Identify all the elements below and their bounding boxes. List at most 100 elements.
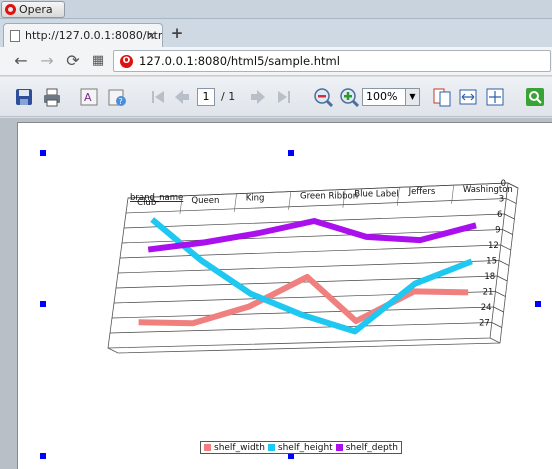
grid-line-depth	[498, 260, 510, 266]
y-tick-label: 12	[488, 241, 499, 251]
grid-line-depth	[506, 198, 517, 204]
page-total: / 1	[221, 90, 235, 103]
legend-label-shelf-width: shelf_width	[214, 442, 265, 453]
grid-line-depth	[497, 275, 508, 282]
new-tab-button[interactable]: +	[170, 24, 184, 42]
zoom-out-icon[interactable]	[313, 87, 333, 107]
selection-handle[interactable]	[535, 301, 541, 307]
grid-line	[121, 229, 503, 244]
category-label: Washington	[463, 185, 513, 195]
page-number-input[interactable]: 1	[197, 88, 215, 106]
grid-line-depth	[504, 213, 515, 220]
x-axis-title: brand_name	[130, 193, 183, 203]
category-label: Green Ribbon	[300, 192, 358, 202]
svg-text:A: A	[84, 91, 92, 104]
legend-swatch-shelf-height	[267, 444, 275, 451]
legend-label-shelf-height: shelf_height	[277, 442, 333, 453]
fit-width-icon[interactable]	[458, 87, 478, 107]
legend-label-shelf-depth: shelf_depth	[345, 442, 398, 453]
search-icon[interactable]	[525, 87, 545, 107]
report-page: Club Queen King Green Ribbon Blue Label Jeffe…	[17, 122, 552, 469]
report-viewer-area[interactable]: Club Queen King Green Ribbon Blue Label Jeffe…	[0, 118, 552, 469]
report-viewer-toolbar: A ? 1 / 1 100% ▼	[0, 77, 552, 117]
category-divider	[451, 185, 455, 204]
previous-page-icon[interactable]	[172, 87, 192, 107]
selection-handle[interactable]	[288, 453, 294, 459]
first-page-icon[interactable]	[148, 87, 168, 107]
grid-line	[125, 198, 507, 214]
forward-button[interactable]: →	[40, 51, 54, 70]
fit-page-icon[interactable]	[485, 87, 505, 107]
selection-handle[interactable]	[40, 301, 46, 307]
opera-menu-button[interactable]: Opera	[1, 1, 65, 18]
chart-depth-edge	[489, 337, 501, 344]
grid-line	[119, 244, 501, 259]
selection-handle[interactable]	[288, 150, 294, 156]
grid-line-depth	[495, 291, 506, 297]
address-bar[interactable]: O 127.0.0.1:8080/html5/sample.html	[113, 50, 551, 72]
single-page-icon[interactable]	[432, 87, 452, 107]
zoom-select[interactable]: 100% ▼	[362, 88, 420, 106]
grid-line	[117, 260, 500, 274]
tab-title: http://127.0.0.1:8080/htm	[25, 29, 163, 42]
text-icon[interactable]: A	[79, 87, 99, 107]
legend-swatch-shelf-depth	[335, 444, 343, 451]
page-total-value: 1	[228, 90, 236, 103]
grid-line	[109, 322, 492, 334]
chart-legend: shelf_width shelf_height shelf_depth	[200, 441, 402, 454]
category-divider	[233, 193, 237, 212]
grid-line	[127, 182, 509, 199]
properties-icon[interactable]: ?	[107, 87, 127, 107]
category-label: Queen	[191, 196, 219, 206]
category-divider	[342, 189, 346, 208]
legend-swatch-shelf-width	[204, 444, 211, 451]
address-text: 127.0.0.1:8080/html5/sample.html	[139, 54, 340, 68]
grid-line-depth	[493, 306, 504, 313]
last-page-icon[interactable]	[274, 87, 294, 107]
y-tick-label: 24	[481, 303, 492, 313]
reload-button[interactable]: ⟳	[66, 51, 80, 70]
category-divider	[505, 182, 509, 202]
opera-menu-label: Opera	[19, 3, 53, 16]
y-tick-label: 9	[495, 226, 500, 236]
save-icon[interactable]	[14, 87, 34, 107]
grid-line-depth	[500, 244, 511, 251]
selection-handle[interactable]	[40, 453, 46, 459]
page-icon	[10, 29, 20, 42]
navigation-bar: ← → ⟳ ▦ O 127.0.0.1:8080/html5/sample.ht…	[0, 47, 552, 76]
grid-line-depth	[502, 229, 513, 235]
series-line-shelf-height	[150, 217, 473, 335]
y-tick-label: 3	[499, 195, 504, 205]
category-divider	[179, 195, 183, 214]
y-tick-label: 21	[483, 288, 494, 298]
y-tick-label: 0	[501, 179, 506, 189]
page-separator: /	[221, 90, 225, 103]
category-label: Club	[137, 198, 156, 208]
y-tick-label: 27	[479, 319, 490, 329]
category-divider	[288, 191, 292, 210]
series-line-shelf-depth	[147, 218, 477, 253]
grid-line-depth	[507, 182, 519, 189]
selection-handle[interactable]	[40, 150, 46, 156]
zoom-in-icon[interactable]	[339, 87, 359, 107]
category-label: King	[246, 194, 265, 204]
back-button[interactable]: ←	[14, 51, 28, 70]
tab-bar: http://127.0.0.1:8080/htm × +	[0, 19, 552, 47]
speed-dial-button[interactable]: ▦	[91, 53, 105, 68]
chart-series	[138, 217, 477, 335]
tab-sample-page[interactable]: http://127.0.0.1:8080/htm ×	[3, 23, 163, 47]
close-tab-icon[interactable]: ×	[146, 29, 156, 42]
svg-text:?: ?	[119, 97, 123, 106]
grid-line-depth	[491, 322, 502, 328]
category-label: Jeffers	[408, 187, 436, 197]
category-divider	[396, 187, 400, 206]
category-label: Blue Label	[354, 189, 398, 199]
window-titlebar: Opera	[0, 0, 552, 19]
print-icon[interactable]	[42, 87, 62, 107]
chevron-down-icon[interactable]: ▼	[405, 89, 419, 105]
y-tick-label: 15	[486, 257, 497, 267]
y-tick-label: 18	[484, 272, 495, 282]
opera-logo-icon	[5, 4, 16, 15]
next-page-icon[interactable]	[248, 87, 268, 107]
